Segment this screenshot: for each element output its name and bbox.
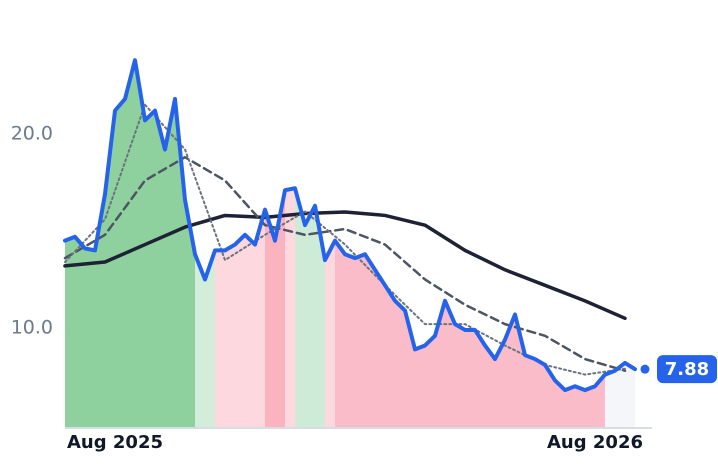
- region-area: [325, 240, 335, 427]
- x-tick-label: Aug 2025: [67, 432, 163, 453]
- series-line: [63, 155, 627, 372]
- last-badge: [657, 355, 717, 384]
- region-area: [265, 190, 285, 427]
- y-tick-label: 10.0: [11, 317, 53, 339]
- x-tick-label: Aug 2026: [547, 432, 643, 453]
- region-area: [605, 362, 635, 427]
- y-tick-label: 20.0: [11, 122, 53, 144]
- series-line: [63, 58, 637, 393]
- region-area: [295, 188, 325, 427]
- region-area: [285, 188, 295, 427]
- region-area: [65, 60, 195, 427]
- region-area: [215, 209, 265, 427]
- region-area: [195, 250, 215, 427]
- region-area: [335, 240, 605, 427]
- last-point: [640, 364, 650, 374]
- series-line: [63, 210, 627, 321]
- last-value-label: 7.88: [665, 359, 709, 380]
